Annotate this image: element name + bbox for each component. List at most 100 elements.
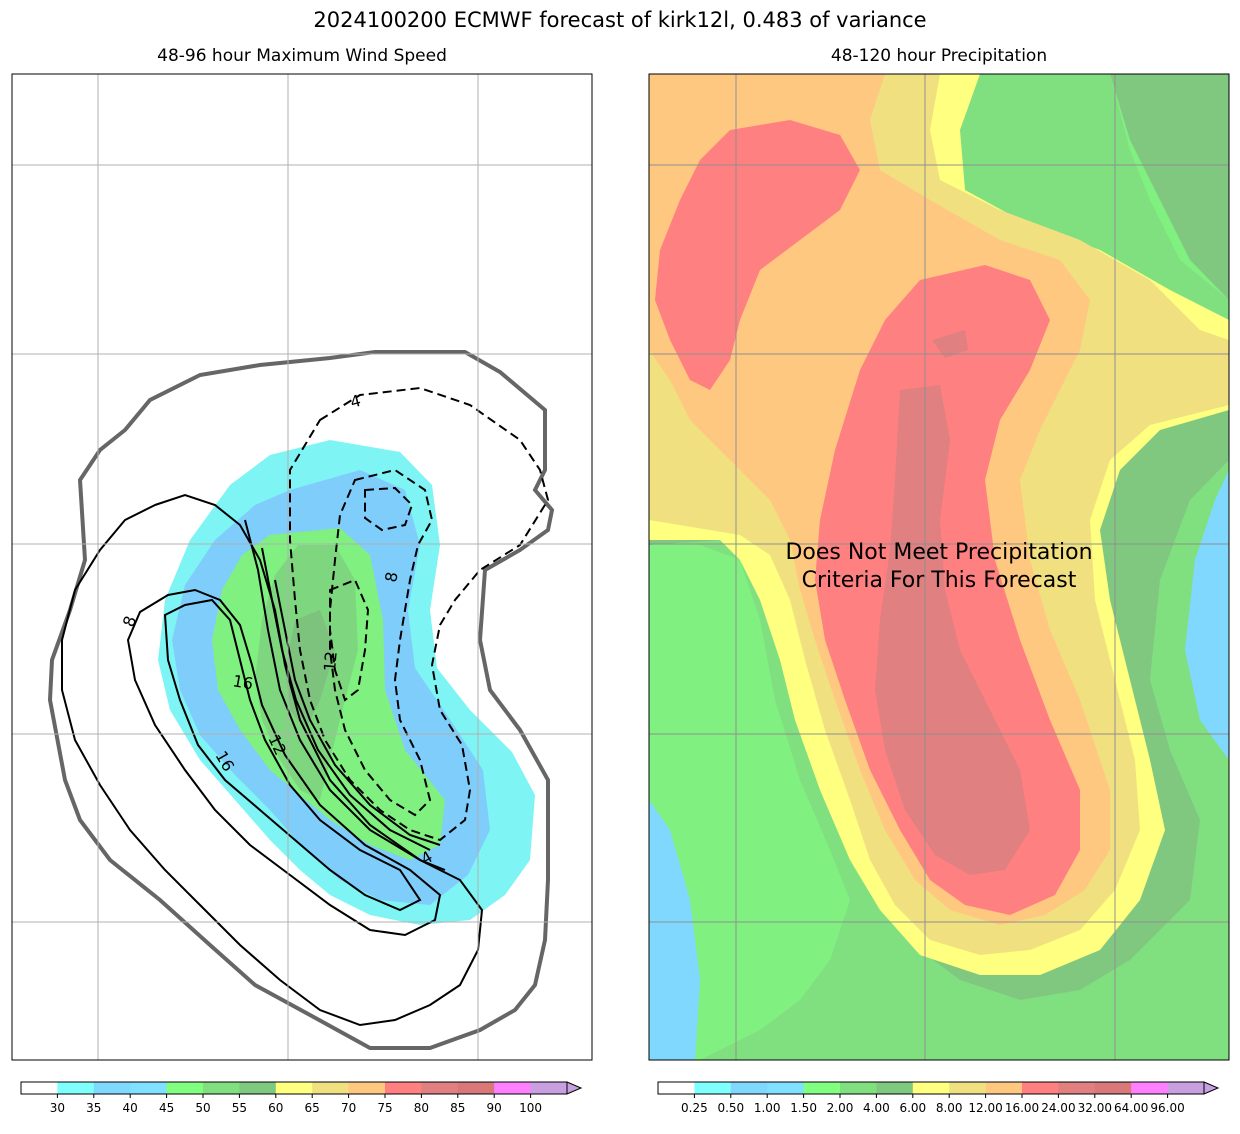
precip-colorbar-segment xyxy=(949,1082,987,1094)
precip-colorbar-extend-arrow xyxy=(1203,1081,1220,1095)
precip-colorbar-segment xyxy=(767,1082,805,1094)
wind-colorbar-tick-label: 70 xyxy=(341,1101,356,1115)
figure-title: 2024100200 ECMWF forecast of kirk12l, 0.… xyxy=(313,8,927,32)
wind-panel-title: 48-96 hour Maximum Wind Speed xyxy=(157,46,447,66)
precip-colorbar-tick-label: 64.00 xyxy=(1114,1101,1148,1115)
contour-label: 16 xyxy=(231,671,254,693)
precip-colorbar-segment xyxy=(1094,1082,1132,1094)
precip-colorbar-segment xyxy=(876,1082,914,1094)
wind-colorbar-segment xyxy=(21,1082,58,1094)
wind-colorbar-segment xyxy=(312,1082,350,1094)
wind-colorbar-tick-label: 75 xyxy=(377,1101,392,1115)
wind-plot-frame xyxy=(11,73,593,1061)
precip-colorbar-segment xyxy=(803,1082,841,1094)
wind-contour-neg-4 xyxy=(289,386,550,842)
wind-colorbar-extend-arrow xyxy=(566,1081,583,1095)
wind-colorbar-tick-label: 80 xyxy=(414,1101,429,1115)
wind-colorbar-tick-label: 35 xyxy=(86,1101,101,1115)
precip-colorbar-tick-label: 24.00 xyxy=(1041,1101,1075,1115)
wind-colorbar-tick-label: 60 xyxy=(268,1101,283,1115)
precip-colorbar-tick-label: 1.50 xyxy=(790,1101,817,1115)
wind-colorbar-tick-label: 90 xyxy=(487,1101,502,1115)
wind-colorbar-tick-label: 45 xyxy=(159,1101,174,1115)
wind-colorbar-tick-label: 40 xyxy=(123,1101,138,1115)
wind-colorbar-segment xyxy=(385,1082,422,1094)
wind-contour-neg-12 xyxy=(364,486,414,532)
precip-colorbar-tick-label: 96.00 xyxy=(1150,1101,1184,1115)
precip-criteria-annotation: Does Not Meet Precipitation Criteria For … xyxy=(785,540,1092,593)
precip-fill-bright-green xyxy=(649,540,850,1060)
precip-fill-red xyxy=(655,120,860,390)
wind-fill-darkgreen xyxy=(285,610,335,730)
precip-colorbar-tick-label: 6.00 xyxy=(899,1101,926,1115)
precip-colorbar-frame xyxy=(657,1081,1204,1095)
wind-contour-16 xyxy=(163,598,422,912)
wind-outline-contour xyxy=(47,350,555,1050)
precip-colorbar-segment xyxy=(1167,1082,1205,1094)
precip-colorbar-tick-label: 4.00 xyxy=(863,1101,890,1115)
wind-colorbar: 30 35 40 45 50 55 60 65 70 75 80 85 90 100 xyxy=(20,1081,583,1115)
wind-colorbar-tick-label: 85 xyxy=(450,1101,465,1115)
precip-colorbar-tick-label: 2.00 xyxy=(827,1101,854,1115)
wind-colorbar-tick-label: 30 xyxy=(50,1101,65,1115)
precip-colorbar-segment xyxy=(658,1082,695,1094)
precip-fill-dark-red xyxy=(875,385,1030,875)
annotation-line: Does Not Meet Precipitation xyxy=(785,540,1092,565)
precip-panel: Does Not Meet Precipitation Criteria For … xyxy=(648,73,1230,1061)
wind-panel: 4 8 8 12 12 16 16 4 xyxy=(11,73,593,1061)
wind-colorbar-segment xyxy=(166,1082,204,1094)
contour-label: 4 xyxy=(348,391,363,412)
wind-contour-8-inner xyxy=(126,588,442,937)
precip-colorbar-tick-label: 8.00 xyxy=(936,1101,963,1115)
wind-field: 4 8 8 12 12 16 16 4 xyxy=(12,74,592,1060)
wind-colorbar-segment xyxy=(203,1082,240,1094)
precip-fill-blue-sw xyxy=(649,800,700,1060)
wind-colorbar-segment xyxy=(421,1082,459,1094)
contour-label: 8 xyxy=(381,570,401,583)
wind-colorbar-segment xyxy=(239,1082,277,1094)
wind-contour-12a xyxy=(244,519,446,871)
precip-plot-frame xyxy=(648,73,1230,1061)
wind-colorbar-tick-label: 65 xyxy=(305,1101,320,1115)
precip-colorbar-tick-label: 16.00 xyxy=(1005,1101,1039,1115)
wind-contour-12b xyxy=(261,547,431,851)
precip-panel-title: 48-120 hour Precipitation xyxy=(830,46,1048,66)
precip-colorbar-tick-label: 0.25 xyxy=(681,1101,708,1115)
precip-colorbar-segment xyxy=(840,1082,877,1094)
precip-fill-blue-e xyxy=(1185,470,1229,760)
precip-colorbar-segment xyxy=(912,1082,950,1094)
wind-contour-neg-12b xyxy=(329,578,370,702)
contour-label: 12 xyxy=(320,650,341,672)
wind-colorbar-segment xyxy=(130,1082,168,1094)
wind-colorbar-segment xyxy=(93,1082,131,1094)
precip-colorbar-segment xyxy=(1131,1082,1169,1094)
wind-colorbar-segment xyxy=(457,1082,495,1094)
wind-colorbar-segment xyxy=(494,1082,532,1094)
wind-colorbar-segment xyxy=(57,1082,95,1094)
precip-grid xyxy=(649,74,1229,1060)
wind-colorbar-tick-label: 50 xyxy=(195,1101,210,1115)
precip-colorbar-tick-label: 1.00 xyxy=(754,1101,781,1115)
precip-colorbar-tick-label: 32.00 xyxy=(1078,1101,1112,1115)
precip-fill-dark-red-small xyxy=(932,330,968,358)
wind-contour-12c xyxy=(274,579,441,846)
precip-colorbar-tick-label: 0.50 xyxy=(717,1101,744,1115)
precip-colorbar-tick-label: 12.00 xyxy=(968,1101,1002,1115)
wind-colorbar-segment xyxy=(530,1082,568,1094)
precip-colorbar-segment xyxy=(1058,1082,1096,1094)
precip-colorbar: 0.25 0.50 1.00 1.50 2.00 4.00 6.00 8.00 12.00 16.… xyxy=(657,1081,1220,1115)
wind-grid xyxy=(12,74,592,1060)
precip-colorbar-segment xyxy=(694,1082,732,1094)
wind-colorbar-tick-label: 100 xyxy=(519,1101,542,1115)
wind-colorbar-segment xyxy=(348,1082,386,1094)
precip-colorbar-segment xyxy=(1022,1082,1059,1094)
precip-colorbar-segment xyxy=(985,1082,1023,1094)
annotation-line: Criteria For This Forecast xyxy=(802,568,1077,593)
precip-fill-red-main xyxy=(815,265,1080,915)
wind-colorbar-frame xyxy=(20,1081,567,1095)
precip-field: Does Not Meet Precipitation Criteria For … xyxy=(649,74,1229,1060)
wind-colorbar-segment xyxy=(275,1082,313,1094)
precip-colorbar-segment xyxy=(730,1082,768,1094)
wind-colorbar-tick-label: 55 xyxy=(232,1101,247,1115)
